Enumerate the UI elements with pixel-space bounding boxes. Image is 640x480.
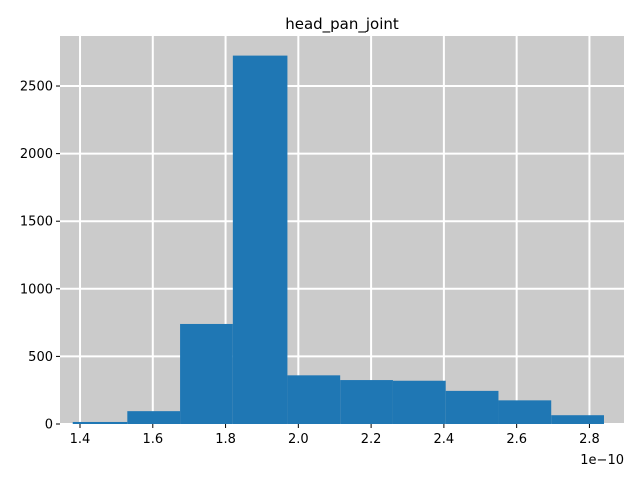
x-tick-label: 2.8: [579, 432, 600, 447]
y-tick-label: 0: [45, 418, 53, 433]
x-tick-label: 1.8: [215, 432, 236, 447]
histogram-bar: [551, 415, 604, 424]
chart-title: head_pan_joint: [285, 15, 399, 34]
histogram-bar: [392, 380, 446, 424]
grid-layer: [60, 36, 624, 425]
plot-background: [60, 36, 624, 424]
histogram-bar: [127, 411, 181, 424]
y-tick-label: 1500: [20, 215, 53, 230]
x-tick-label: 2.0: [288, 432, 309, 447]
histogram-bar: [180, 323, 233, 424]
histogram-bar: [445, 390, 499, 424]
x-tick-label: 1.4: [70, 432, 91, 447]
histogram-bar: [232, 55, 288, 425]
bars-layer: [72, 55, 604, 425]
x-tick-label: 2.6: [506, 432, 527, 447]
y-tick-label: 2500: [20, 80, 53, 95]
histogram-bar: [287, 375, 341, 424]
y-tick-label: 1000: [20, 282, 53, 297]
x-tick-label: 2.4: [434, 432, 455, 447]
histogram-bar: [498, 400, 552, 424]
x-tick-label: 1.6: [142, 432, 163, 447]
y-tick-label: 500: [28, 350, 53, 365]
ticks-layer: 1.4 1.6 1.8 2.0 2.2 2.4 2.6 2.8 0 500 1000 1500 2000…: [20, 80, 600, 447]
x-tick-label: 2.2: [361, 432, 382, 447]
y-tick-label: 2000: [20, 147, 53, 162]
x-axis-offset-label: 1e−10: [580, 453, 624, 468]
histogram-bar: [72, 421, 128, 424]
histogram-bar: [340, 380, 393, 424]
